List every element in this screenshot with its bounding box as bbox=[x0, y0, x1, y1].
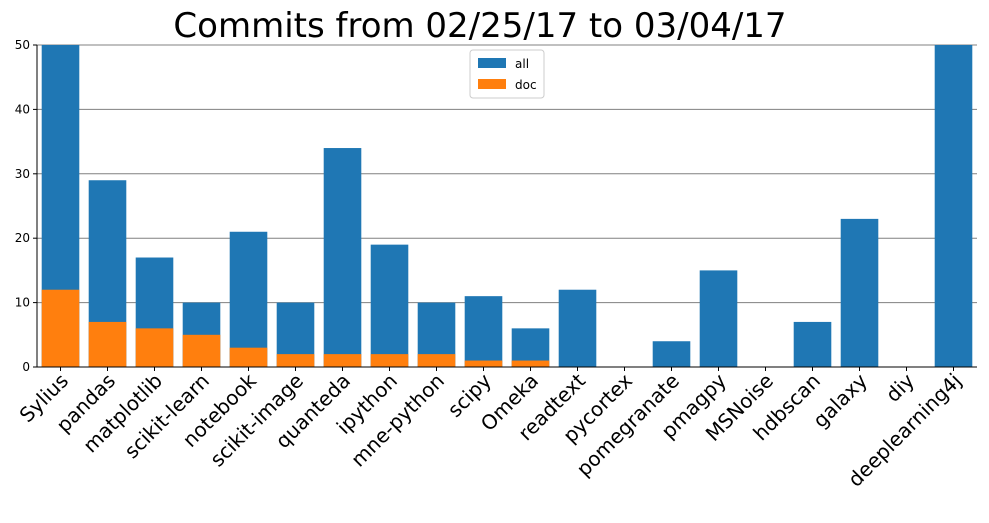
bar-doc-matplotlib bbox=[135, 328, 174, 367]
bar-all-readtext bbox=[558, 289, 597, 367]
bars bbox=[41, 45, 973, 367]
bar-doc-pandas bbox=[88, 321, 127, 367]
x-tick-label-galaxy: galaxy bbox=[808, 368, 872, 432]
bar-doc-mne-python bbox=[417, 354, 456, 367]
legend-label-doc: doc bbox=[515, 78, 537, 92]
bar-all-quanteda bbox=[323, 148, 362, 367]
bar-doc-omeka bbox=[511, 360, 550, 367]
legend-swatch-doc bbox=[478, 79, 506, 89]
bar-all-scipy bbox=[464, 296, 503, 367]
y-tick-label-10: 10 bbox=[15, 296, 30, 310]
legend-label-all: all bbox=[515, 57, 529, 71]
bar-doc-sylius bbox=[41, 289, 80, 367]
bar-all-notebook bbox=[229, 231, 268, 367]
bar-all-galaxy bbox=[840, 218, 879, 367]
y-tick-label-40: 40 bbox=[15, 102, 30, 116]
y-tick-label-0: 0 bbox=[22, 360, 30, 374]
bar-all-hdbscan bbox=[793, 321, 832, 367]
bar-all-deeplearning4j bbox=[934, 45, 973, 367]
bar-doc-notebook bbox=[229, 347, 268, 367]
bar-doc-scipy bbox=[464, 360, 503, 367]
bar-all-ipython bbox=[370, 244, 409, 367]
gridlines bbox=[37, 44, 977, 304]
y-tick-label-50: 50 bbox=[15, 38, 30, 52]
bar-all-pmagpy bbox=[699, 270, 738, 367]
legend: all doc bbox=[469, 49, 545, 99]
chart-title: Commits from 02/25/17 to 03/04/17 bbox=[173, 6, 786, 46]
y-tick-labels: 0 10 20 30 40 50 bbox=[15, 38, 30, 374]
legend-swatch-all bbox=[478, 58, 506, 68]
x-tick-labels: Syliuspandasmatplotlibscikit-learnnotebo… bbox=[15, 368, 967, 491]
y-tick-label-20: 20 bbox=[15, 231, 30, 245]
bar-doc-ipython bbox=[370, 354, 409, 367]
axes bbox=[33, 44, 977, 371]
bar-doc-scikit-image bbox=[276, 354, 315, 367]
y-tick-label-30: 30 bbox=[15, 167, 30, 181]
bar-doc-scikit-learn bbox=[182, 334, 221, 367]
bar-all-pomegranate bbox=[652, 341, 691, 367]
bar-doc-quanteda bbox=[323, 354, 362, 367]
x-tick-label-diy: diy bbox=[881, 368, 919, 406]
